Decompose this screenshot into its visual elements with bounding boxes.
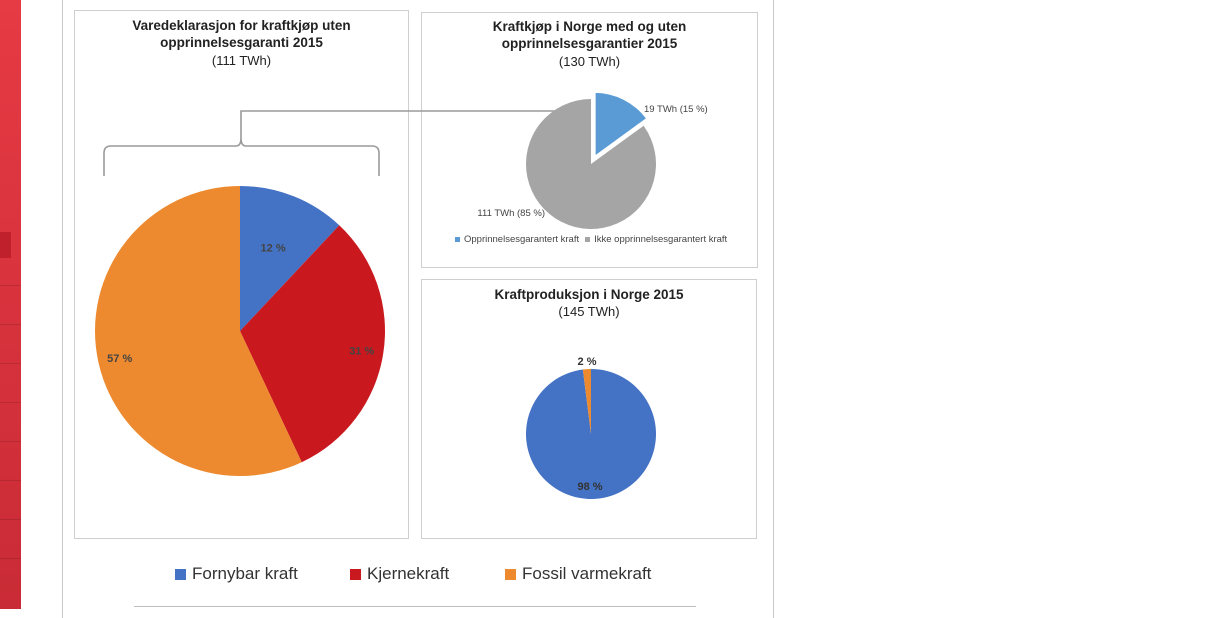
sidebar-divider (0, 441, 21, 442)
left-sidebar (0, 0, 21, 609)
sidebar-divider (0, 519, 21, 520)
data-label: 2 % (578, 356, 597, 368)
legend-label: Kjernekraft (367, 564, 450, 583)
chart-subtitle: (111 TWh) (211, 53, 272, 68)
chart-title: Kraftkjøp i Norge med og uten opprinnels… (492, 19, 687, 51)
legend-item-fornybar: Fornybar kraft (175, 564, 298, 584)
pie-slice-fossil (582, 369, 591, 434)
legend-label: Fossil varmekraft (522, 564, 652, 583)
legend-swatch-ikke-opprinnelse (585, 237, 591, 242)
pie-slice-fossil (94, 186, 302, 476)
sidebar-divider (0, 402, 21, 403)
chart-subtitle: (130 TWh) (558, 54, 621, 69)
bottom-divider (134, 606, 696, 607)
legend-label: Opprinnelsesgarantert kraft (464, 234, 580, 245)
pie-slice-opprinnelse (593, 90, 649, 159)
sidebar-divider (0, 324, 21, 325)
legend-swatch (505, 568, 516, 580)
legend-swatch-opprinnelse (455, 237, 460, 242)
legend-item-kjerne: Kjernekraft (350, 564, 449, 584)
legend-label: Fornybar kraft (192, 564, 298, 583)
chart-title: Varedeklarasjon for kraftkjøp uten oppri… (132, 18, 351, 50)
legend-label: Ikke opprinnelsesgarantert kraft (594, 234, 728, 245)
chart-subtitle: (145 TWh) (558, 304, 620, 319)
data-label: 98 % (577, 481, 602, 493)
sidebar-divider (0, 285, 21, 286)
legend-swatch (175, 568, 186, 580)
legend-kraftkjop: Opprinnelsesgarantert kraft Ikke opprinn… (455, 234, 727, 245)
sidebar-divider (0, 480, 21, 481)
bracket-connector (103, 110, 560, 176)
data-label: 12 % (261, 242, 286, 254)
legend-swatch (350, 568, 361, 580)
sidebar-active-marker[interactable] (0, 232, 11, 258)
legend-item-fossil: Fossil varmekraft (505, 564, 651, 584)
data-label: 31 % (349, 345, 374, 357)
pie-slice-ikke-opprinnelse (526, 99, 657, 229)
data-label: 111 TWh (85 %) (477, 208, 545, 219)
data-label: 57 % (107, 353, 132, 365)
chart-title: Kraftproduksjon i Norge 2015 (494, 287, 684, 302)
sidebar-divider (0, 363, 21, 364)
pie-slice-fornybar (240, 186, 340, 331)
pie-slice-kjerne (240, 225, 385, 463)
data-label: 19 TWh (15 %) (644, 104, 708, 115)
sidebar-divider (0, 558, 21, 559)
